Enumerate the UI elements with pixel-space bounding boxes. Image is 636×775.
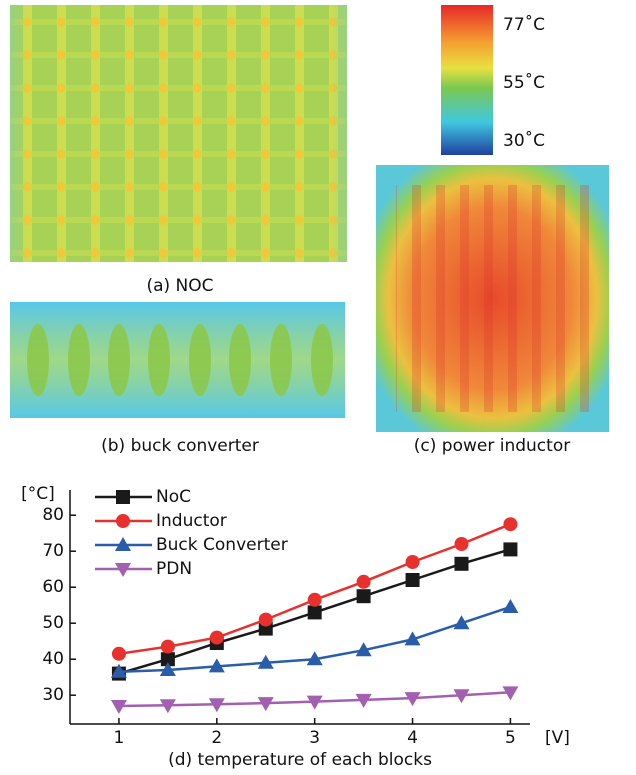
marker [210, 631, 224, 645]
legend-label: Inductor [156, 511, 227, 531]
x-tick-label: 2 [211, 728, 222, 748]
marker [112, 647, 126, 661]
legend-label: PDN [156, 559, 192, 579]
legend-marker [116, 490, 130, 504]
x-tick-label: 1 [114, 728, 125, 748]
x-tick-label: 5 [505, 728, 516, 748]
buck-heatmap [10, 302, 345, 418]
colorbar-label: 55˚C [503, 72, 545, 93]
caption: (a) NOC [146, 276, 213, 296]
caption: (b) buck converter [101, 436, 259, 456]
y-tick-label: 50 [42, 613, 64, 633]
y-tick-label: 70 [42, 541, 64, 561]
x-tick-label: 4 [407, 728, 418, 748]
marker [502, 599, 518, 613]
y-tick-label: 60 [42, 577, 64, 597]
marker [357, 575, 371, 589]
marker [406, 555, 420, 569]
marker [454, 557, 468, 571]
marker [503, 542, 517, 556]
x-tick-label: 3 [309, 728, 320, 748]
marker [308, 593, 322, 607]
inductor-stripes [396, 185, 589, 412]
marker [406, 573, 420, 587]
legend-marker [116, 514, 130, 528]
legend-label: NoC [156, 487, 191, 507]
marker [161, 640, 175, 654]
figure: (a) NOC (b) buck converter (c) power ind… [0, 0, 636, 775]
y-tick-label: 40 [42, 649, 64, 669]
marker [503, 517, 517, 531]
colorbar-label: 30˚C [503, 130, 545, 151]
marker [259, 613, 273, 627]
chart-title: (d) temperature of each blocks [168, 750, 432, 770]
marker [308, 605, 322, 619]
y-tick-label: 80 [42, 505, 64, 525]
line-chart: 30 40 50 60 70 80 1 2 3 4 5 [°C] [V] (d) temperature … [21, 484, 570, 770]
marker [357, 589, 371, 603]
marker [454, 537, 468, 551]
x-axis-label: [V] [545, 728, 570, 748]
caption: (c) power inductor [414, 436, 570, 456]
y-axis-label: [°C] [21, 484, 55, 504]
colorbar-label: 77˚C [503, 14, 545, 35]
colorbar [441, 5, 493, 155]
y-tick-label: 30 [42, 685, 64, 705]
noc-heatmap-edge [10, 5, 347, 262]
legend-label: Buck Converter [156, 535, 288, 555]
